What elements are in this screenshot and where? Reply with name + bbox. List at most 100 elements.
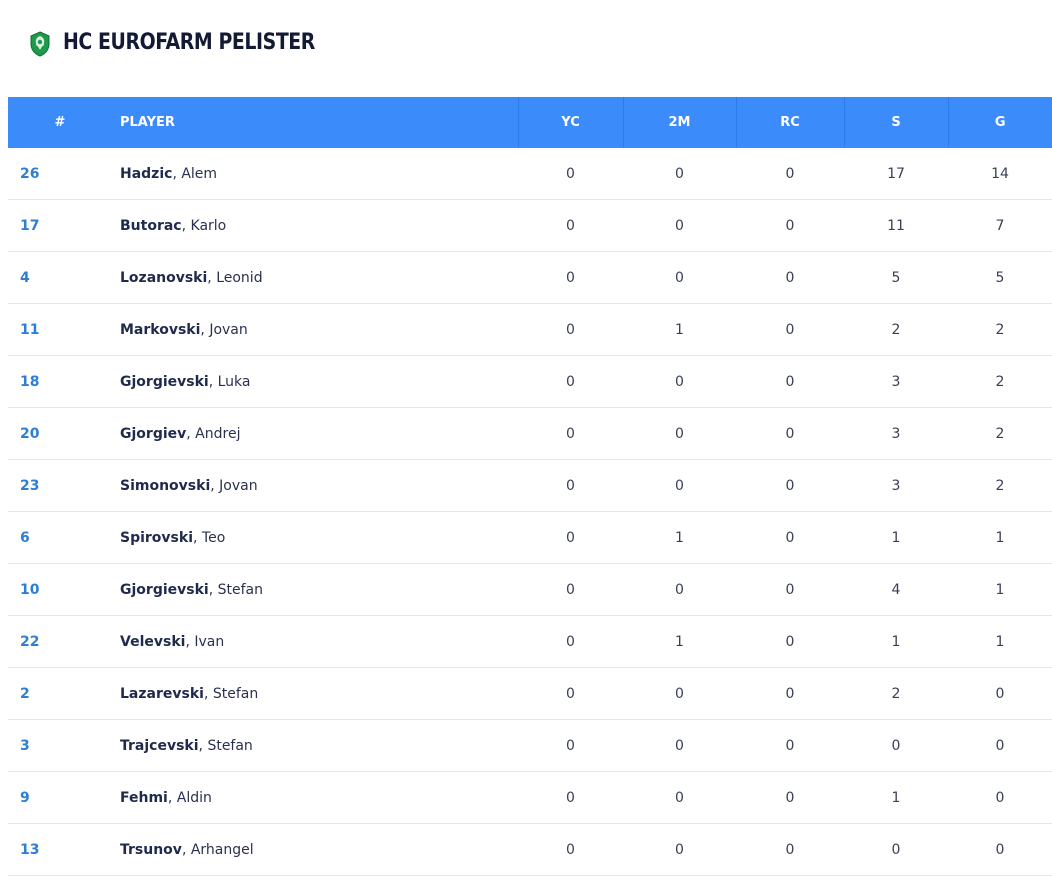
player-number-link[interactable]: 10 <box>8 563 112 616</box>
cell-two-minutes: 0 <box>623 407 736 460</box>
name-separator: , <box>208 581 218 598</box>
player-first-name: Andrej <box>195 425 241 442</box>
name-separator: , <box>203 685 213 702</box>
cell-shots: 0 <box>844 719 948 772</box>
table-row: 17 Butorac, Karlo 0 0 0 11 7 <box>8 199 1052 252</box>
player-number-link[interactable]: 3 <box>8 719 112 772</box>
player-name-link[interactable]: Lozanovski, Leonid <box>112 251 518 304</box>
table-row: 6 Spirovski, Teo 0 1 0 1 1 <box>8 511 1052 564</box>
team-name[interactable]: HC EUROFARM PELISTER <box>63 30 315 55</box>
cell-two-minutes: 0 <box>623 563 736 616</box>
cell-two-minutes: 0 <box>623 199 736 252</box>
name-separator: , <box>167 789 177 806</box>
cell-yellow-cards: 0 <box>518 251 623 304</box>
player-number-link[interactable]: 22 <box>8 615 112 668</box>
player-first-name: Arhangel <box>190 841 254 858</box>
player-last-name: Trajcevski <box>120 737 199 754</box>
player-last-name: Butorac <box>120 217 182 234</box>
player-number-link[interactable]: 6 <box>8 511 112 564</box>
player-name-link[interactable]: Gjorgiev, Andrej <box>112 407 518 460</box>
cell-goals: 1 <box>948 563 1052 616</box>
player-name-link[interactable]: Fehmi, Aldin <box>112 771 518 824</box>
player-first-name: Leonid <box>216 269 263 286</box>
player-name-link[interactable]: Trsunov, Arhangel <box>112 823 518 876</box>
player-name-link[interactable]: Lazarevski, Stefan <box>112 667 518 720</box>
cell-yellow-cards: 0 <box>518 459 623 512</box>
player-number-link[interactable]: 4 <box>8 251 112 304</box>
player-number-link[interactable]: 26 <box>8 148 112 200</box>
cell-two-minutes: 0 <box>623 667 736 720</box>
player-last-name: Lozanovski <box>120 269 208 286</box>
player-last-name: Spirovski <box>120 529 193 546</box>
player-first-name: Karlo <box>190 217 227 234</box>
table-header: # PLAYER YC 2M RC S G <box>8 97 1052 148</box>
table-row: 13 Trsunov, Arhangel 0 0 0 0 0 <box>8 823 1052 876</box>
player-name-link[interactable]: Trajcevski, Stefan <box>112 719 518 772</box>
player-number-link[interactable]: 13 <box>8 823 112 876</box>
cell-two-minutes: 1 <box>623 615 736 668</box>
player-last-name: Lazarevski <box>120 685 204 702</box>
cell-shots: 0 <box>844 823 948 876</box>
table-row: 11 Markovski, Jovan 0 1 0 2 2 <box>8 303 1052 356</box>
cell-goals: 14 <box>948 148 1052 200</box>
cell-two-minutes: 0 <box>623 355 736 408</box>
col-header-yellow-cards: YC <box>517 97 623 148</box>
player-first-name: Jovan <box>209 321 248 338</box>
player-name-link[interactable]: Gjorgievski, Stefan <box>112 563 518 616</box>
team-header: HC EUROFARM PELISTER <box>0 0 1052 97</box>
cell-two-minutes: 1 <box>623 511 736 564</box>
col-header-goals: G <box>947 97 1052 148</box>
player-last-name: Markovski <box>120 321 201 338</box>
player-name-link[interactable]: Gjorgievski, Luka <box>112 355 518 408</box>
cell-goals: 0 <box>948 771 1052 824</box>
cell-red-cards: 0 <box>736 823 844 876</box>
cell-yellow-cards: 0 <box>518 199 623 252</box>
cell-shots: 1 <box>844 771 948 824</box>
player-name-link[interactable]: Simonovski, Jovan <box>112 459 518 512</box>
cell-shots: 11 <box>844 199 948 252</box>
table-row: 3 Trajcevski, Stefan 0 0 0 0 0 <box>8 719 1052 772</box>
name-separator: , <box>210 477 220 494</box>
player-name-link[interactable]: Spirovski, Teo <box>112 511 518 564</box>
player-number-link[interactable]: 20 <box>8 407 112 460</box>
table-row: 20 Gjorgiev, Andrej 0 0 0 3 2 <box>8 407 1052 460</box>
cell-yellow-cards: 0 <box>518 719 623 772</box>
player-last-name: Fehmi <box>120 789 168 806</box>
player-first-name: Stefan <box>207 737 253 754</box>
player-name-link[interactable]: Butorac, Karlo <box>112 199 518 252</box>
col-header-shots: S <box>843 97 948 148</box>
cell-shots: 2 <box>844 303 948 356</box>
cell-red-cards: 0 <box>736 511 844 564</box>
table-row: 4 Lozanovski, Leonid 0 0 0 5 5 <box>8 251 1052 304</box>
col-header-red-cards: RC <box>735 97 844 148</box>
player-last-name: Simonovski <box>120 477 211 494</box>
cell-yellow-cards: 0 <box>518 511 623 564</box>
cell-yellow-cards: 0 <box>518 667 623 720</box>
table-row: 22 Velevski, Ivan 0 1 0 1 1 <box>8 615 1052 668</box>
cell-goals: 2 <box>948 303 1052 356</box>
player-number-link[interactable]: 17 <box>8 199 112 252</box>
player-first-name: Alem <box>181 165 218 182</box>
cell-shots: 1 <box>844 511 948 564</box>
table-row: 10 Gjorgievski, Stefan 0 0 0 4 1 <box>8 563 1052 616</box>
player-name-link[interactable]: Velevski, Ivan <box>112 615 518 668</box>
player-first-name: Jovan <box>219 477 258 494</box>
name-separator: , <box>207 269 217 286</box>
name-separator: , <box>185 633 195 650</box>
player-number-link[interactable]: 11 <box>8 303 112 356</box>
cell-red-cards: 0 <box>736 407 844 460</box>
player-name-link[interactable]: Markovski, Jovan <box>112 303 518 356</box>
cell-yellow-cards: 0 <box>518 771 623 824</box>
cell-shots: 3 <box>844 355 948 408</box>
player-number-link[interactable]: 18 <box>8 355 112 408</box>
player-number-link[interactable]: 2 <box>8 667 112 720</box>
player-number-link[interactable]: 9 <box>8 771 112 824</box>
player-name-link[interactable]: Hadzic, Alem <box>112 148 518 200</box>
cell-two-minutes: 1 <box>623 303 736 356</box>
cell-yellow-cards: 0 <box>518 407 623 460</box>
cell-yellow-cards: 0 <box>518 355 623 408</box>
cell-shots: 17 <box>844 148 948 200</box>
cell-goals: 7 <box>948 199 1052 252</box>
player-number-link[interactable]: 23 <box>8 459 112 512</box>
name-separator: , <box>181 217 191 234</box>
